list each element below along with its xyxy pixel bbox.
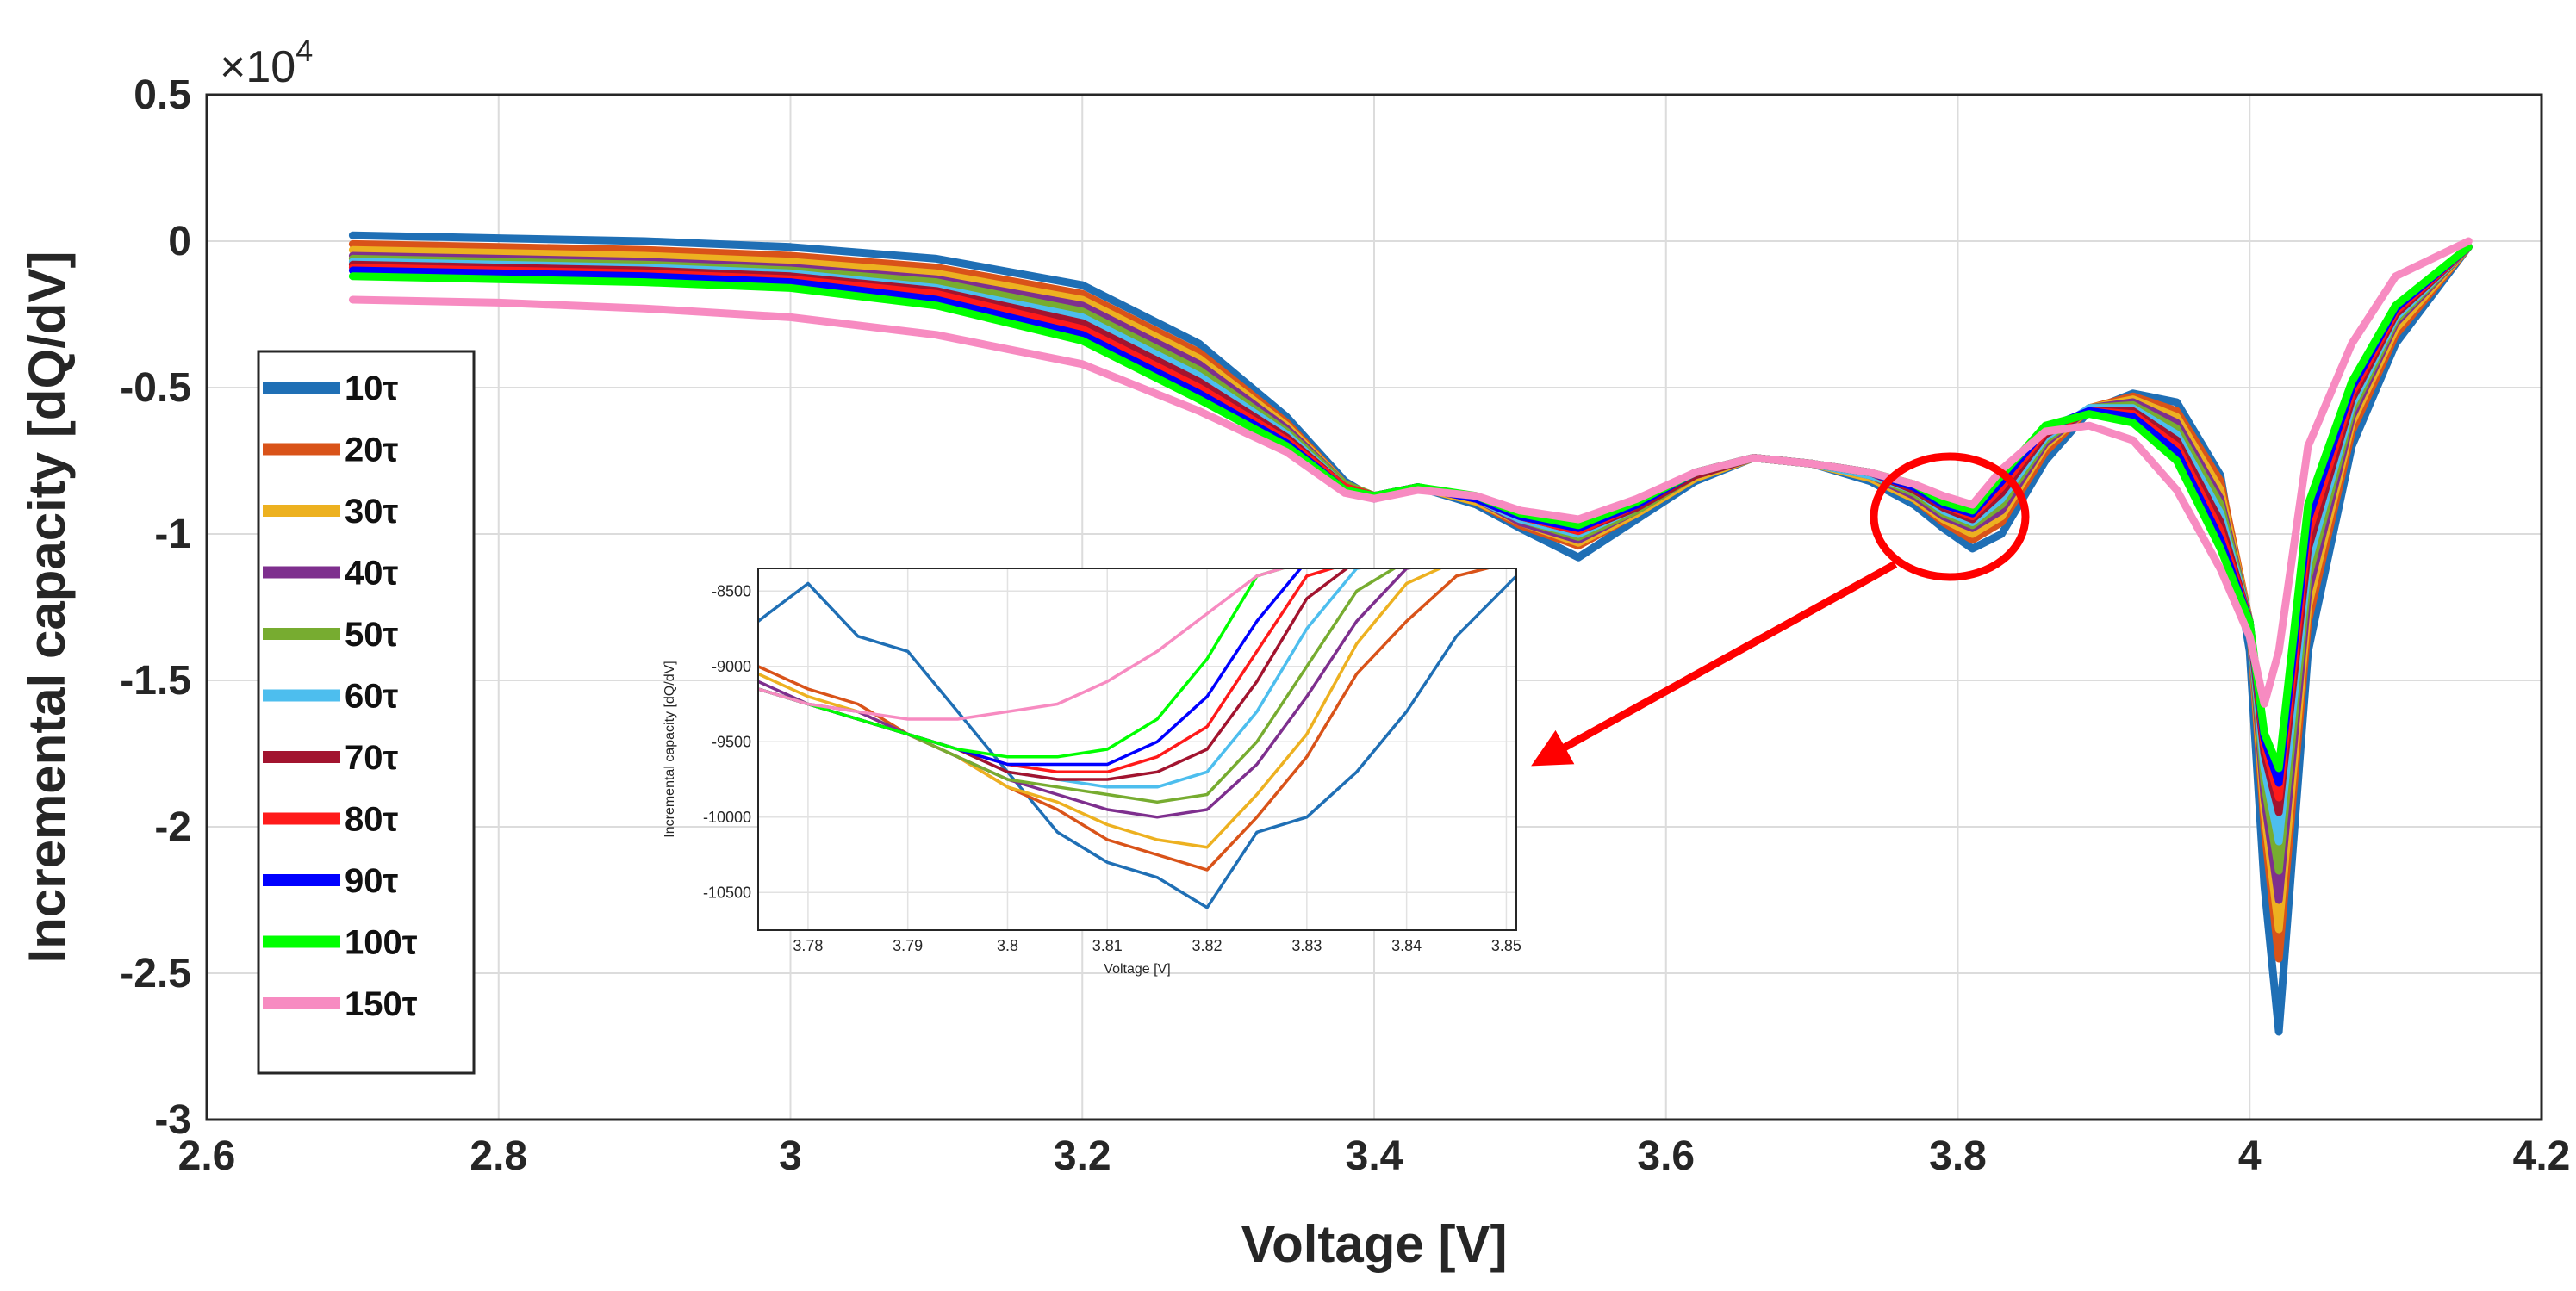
inset-x-tick-labels: 3.78 3.79 3.8 3.81 3.82 3.83 3.84 3.85 [793, 937, 1521, 954]
inset-series-group [758, 568, 1516, 909]
legend-entry: 70τ [345, 739, 398, 777]
y-tick-label: -0.5 [120, 365, 191, 411]
y-tick-label: -3 [154, 1097, 191, 1143]
x-tick-label: 2.6 [178, 1133, 236, 1179]
y-axis-label: Incremental capacity [dQ/dV] [18, 251, 76, 964]
legend-entry: 50τ [345, 616, 398, 654]
x-tick-label: 3.2 [1054, 1133, 1111, 1179]
x-axis-label: Voltage [V] [1241, 1215, 1508, 1273]
x-tick-label: 4 [2238, 1133, 2262, 1179]
legend-entry: 20τ [345, 431, 398, 469]
inset-x-tick-label: 3.79 [893, 937, 923, 954]
y-tick-label: -1 [154, 512, 191, 557]
x-tick-label: 4.2 [2513, 1133, 2571, 1179]
inset-x-tick-label: 3.83 [1291, 937, 1322, 954]
legend-entry: 100τ [345, 924, 418, 962]
inset-y-tick-label: -9500 [712, 733, 751, 750]
y-tick-labels: 0.5 0 -0.5 -1 -1.5 -2 -2.5 -3 [120, 72, 191, 1143]
legend-entry: 40τ [345, 555, 398, 593]
callout-arrow [1531, 561, 1898, 767]
inset-x-tick-label: 3.8 [997, 937, 1018, 954]
inset-series-line-11 [758, 568, 1288, 721]
y-tick-label: -1.5 [120, 658, 191, 704]
x-tick-label: 3 [779, 1133, 802, 1179]
series-line-11 [348, 237, 2473, 708]
plot-frame [205, 93, 2543, 1121]
y-tick-label: -2.5 [120, 951, 191, 996]
y-tick-label: -2 [154, 804, 191, 850]
legend-entry: 10τ [345, 369, 398, 407]
legend: 10τ 20τ 30τ 40τ 50τ 60τ 70τ 80τ 90τ 100τ 150τ [257, 350, 476, 1075]
y-multiplier: ×104 [220, 33, 313, 92]
inset-x-tick-label: 3.85 [1491, 937, 1521, 954]
y-tick-label: 0 [168, 219, 191, 264]
y-multiplier-exponent: 4 [296, 33, 313, 68]
inset-x-tick-label: 3.78 [793, 937, 823, 954]
legend-entry: 90τ [345, 862, 398, 900]
inset-x-tick-label: 3.81 [1092, 937, 1123, 954]
highlight-circle [1870, 452, 2030, 581]
inset-y-tick-label: -10500 [703, 884, 751, 901]
legend-entry: 60τ [345, 678, 398, 716]
inset-series-line-1 [758, 574, 1516, 909]
inset-y-tick-label: -8500 [712, 582, 751, 599]
inset-frame [757, 568, 1517, 931]
inset-series-line-4 [758, 568, 1417, 819]
inset-y-tick-label: -9000 [712, 658, 751, 675]
inset-x-axis-label: Voltage [V] [1104, 962, 1170, 977]
legend-entry: 150τ [345, 985, 418, 1023]
inset-y-tick-labels: -8500 -9000 -9500 -10000 -10500 [703, 582, 751, 901]
inset-series-line-10 [758, 568, 1288, 759]
y-tick-label: 0.5 [134, 72, 191, 118]
inset-x-tick-label: 3.82 [1192, 937, 1223, 954]
main-series-group [348, 231, 2473, 1036]
inset-x-tick-label: 3.84 [1391, 937, 1422, 954]
legend-entry: 80τ [345, 801, 398, 839]
x-tick-label: 2.8 [470, 1133, 527, 1179]
inset-series-line-2 [758, 568, 1493, 872]
x-tick-labels: 2.6 2.8 3 3.2 3.4 3.6 3.8 4 4.2 [178, 1133, 2571, 1179]
x-tick-label: 3.8 [1929, 1133, 1987, 1179]
legend-box [257, 350, 476, 1075]
inset-y-tick-label: -10000 [703, 809, 751, 826]
legend-entry: 30τ [345, 493, 398, 531]
inset-y-axis-label: Incremental capacity [dQ/dV] [663, 661, 677, 837]
x-tick-label: 3.4 [1346, 1133, 1403, 1179]
x-tick-label: 3.6 [1637, 1133, 1695, 1179]
